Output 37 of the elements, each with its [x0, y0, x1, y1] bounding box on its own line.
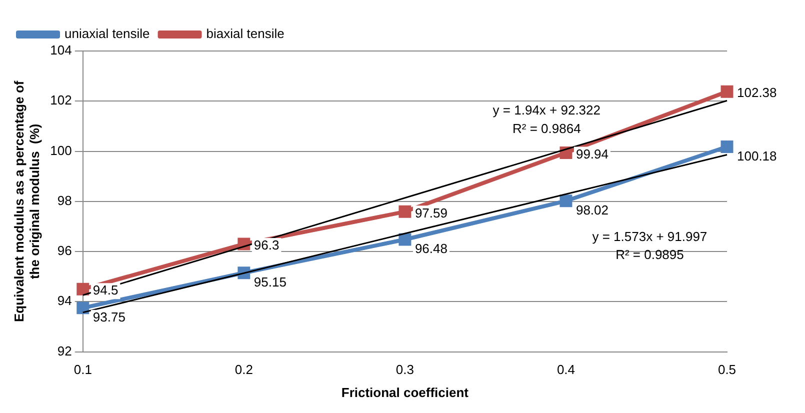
point — [76, 302, 90, 314]
data-label: 93.75 — [92, 310, 126, 325]
y-tick-label: 92 — [57, 343, 72, 358]
point — [76, 282, 90, 296]
point — [398, 233, 412, 246]
x-tick-label: 0.3 — [396, 362, 414, 378]
data-label: 99.94 — [576, 146, 609, 162]
annotation: R² = 0.9895 — [616, 247, 684, 262]
data-label: 98.02 — [576, 202, 609, 218]
annotation: y = 1.573x + 91.997 — [592, 229, 708, 244]
y-tick-label: 104 — [50, 42, 72, 58]
annotation: R² = 0.9864 — [512, 120, 581, 136]
data-label: 100.18 — [737, 148, 777, 164]
point — [720, 140, 734, 153]
y-tick-label: 98 — [57, 192, 72, 208]
legend-label: biaxial tensile — [206, 26, 284, 42]
data-label: 94.5 — [92, 282, 118, 298]
y-tick-label: 94 — [57, 293, 72, 308]
legend-label: uniaxial tensile — [64, 26, 150, 42]
data-label: 96.3 — [254, 238, 280, 253]
y-tick-label: 102 — [50, 92, 72, 108]
y-axis-title: Equivalent modulus as a percentage of the original modulus (%) — [11, 80, 42, 322]
data-label: 96.48 — [414, 241, 448, 256]
data-label: 102.38 — [737, 85, 777, 100]
y-tick-label: 100 — [50, 142, 72, 158]
x-tick-label: 0.4 — [556, 362, 576, 378]
data-label: 97.59 — [414, 205, 448, 220]
point — [720, 85, 734, 98]
x-tick-label: 0.1 — [74, 362, 92, 378]
y-tick-label: 96 — [57, 243, 72, 258]
x-tick-label: 0.5 — [718, 362, 736, 378]
data-label: 95.15 — [254, 274, 286, 290]
x-tick-label: 0.2 — [234, 362, 253, 378]
point — [560, 194, 572, 208]
annotation: y = 1.94x + 92.322 — [492, 102, 600, 118]
x-axis-title: Frictional coefficient — [341, 384, 470, 400]
point — [398, 205, 412, 218]
